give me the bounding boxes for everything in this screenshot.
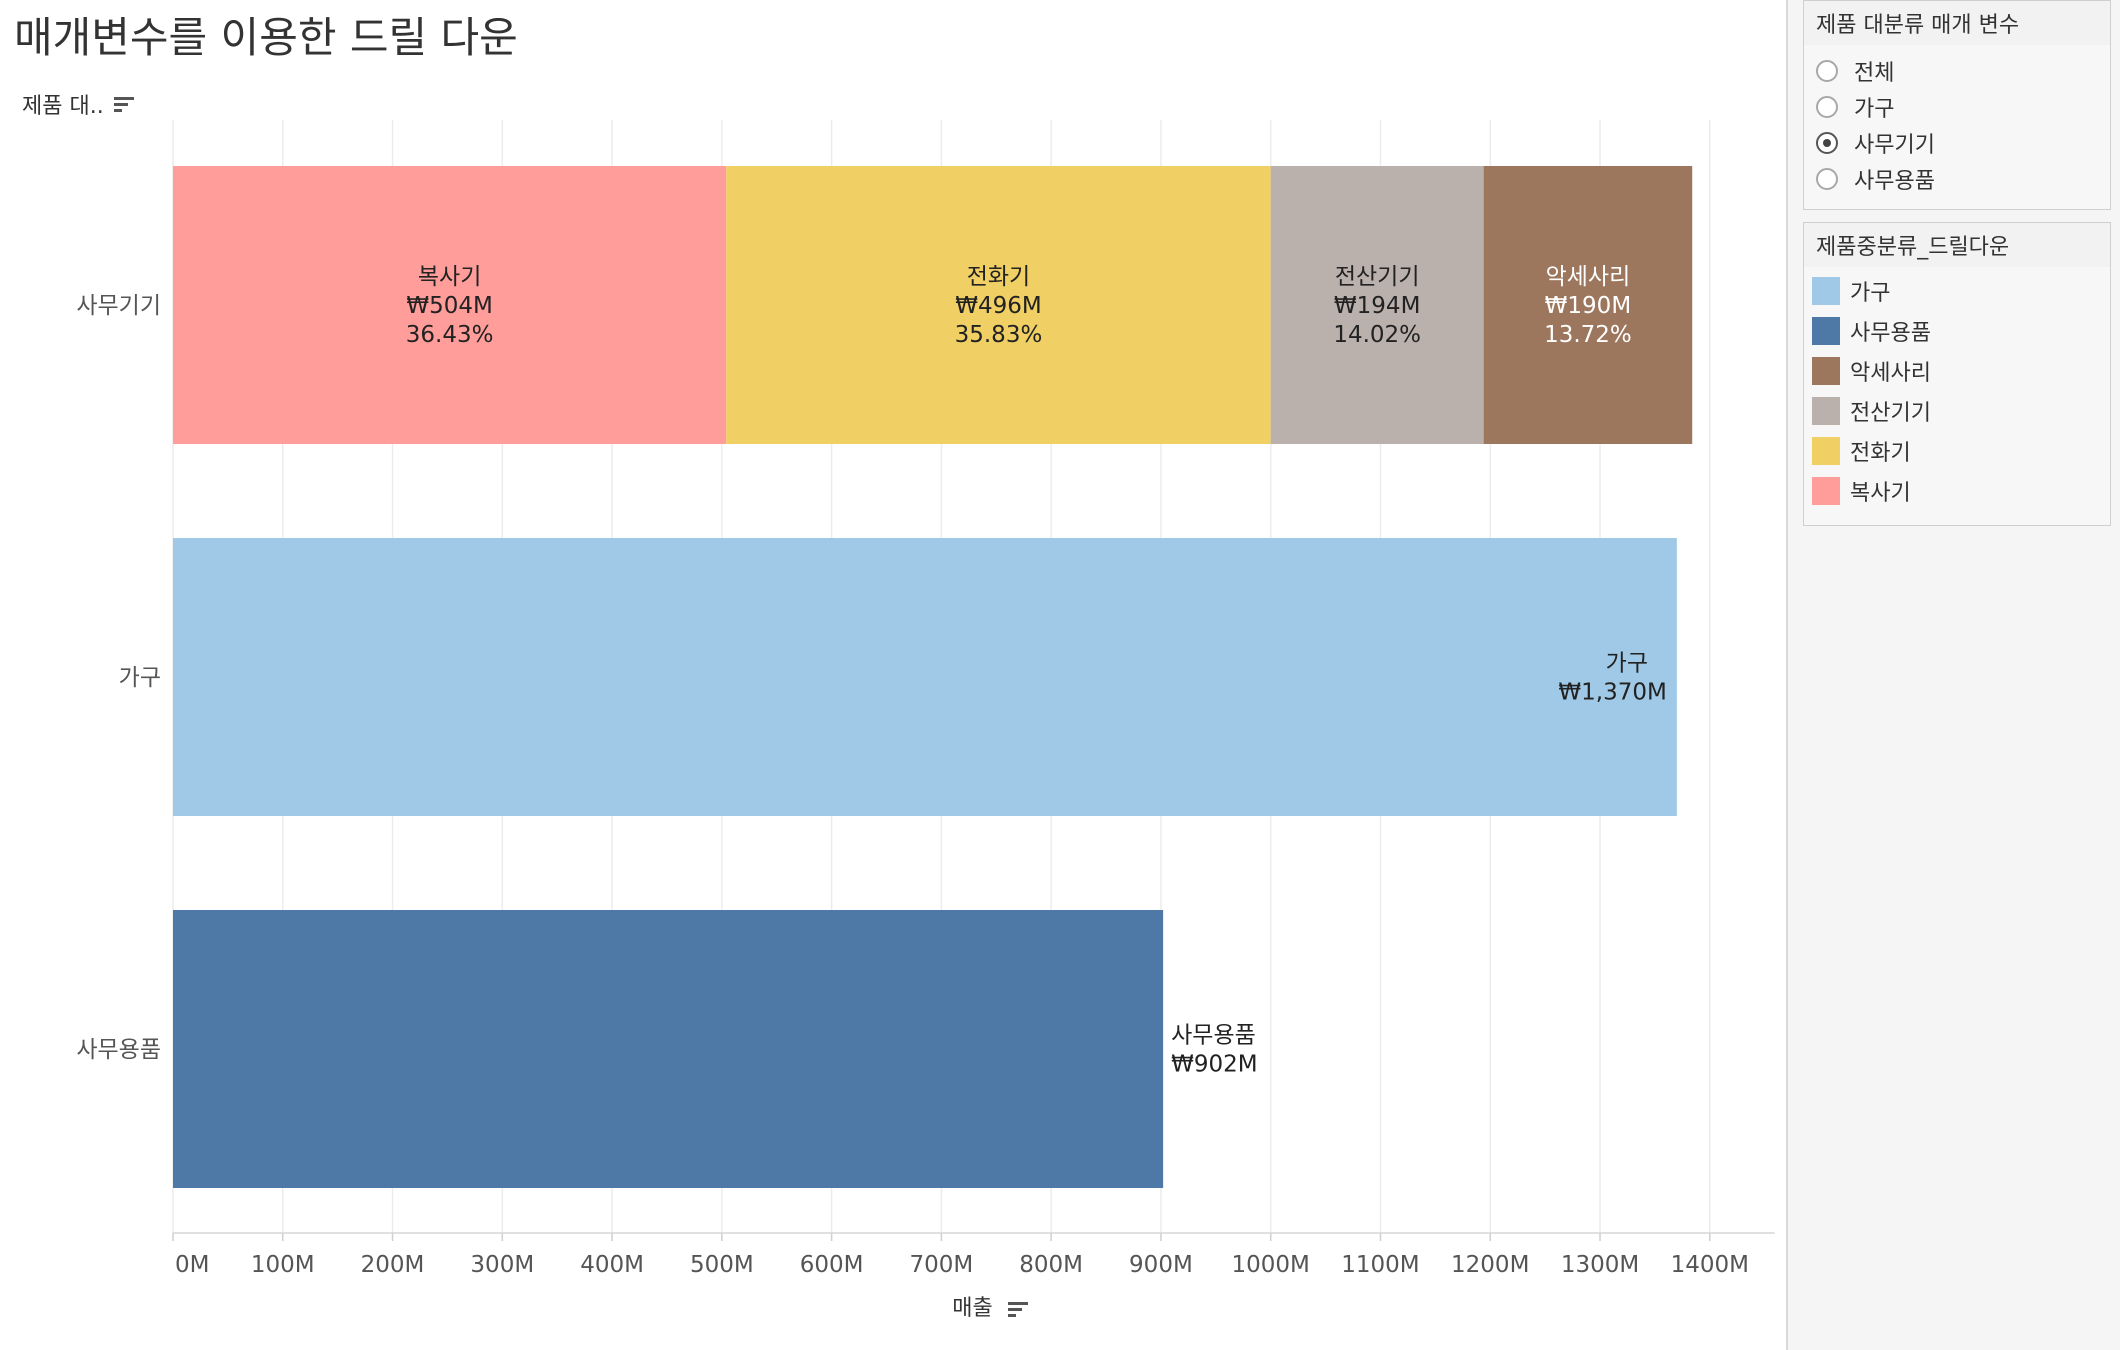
x-tick-label: 300M (470, 1252, 534, 1278)
bar-segment (726, 166, 1271, 444)
bar-chart: 0M 100M 200M 300M 400M 500M 600M 700M 800M 900M 10… (76, 120, 1775, 1278)
radio-selected-icon[interactable] (1816, 132, 1838, 154)
x-tick-label: 1300M (1561, 1252, 1639, 1278)
x-tick-label: 400M (580, 1252, 644, 1278)
legend-item[interactable]: 전산기기 (1804, 391, 2110, 431)
radio-option-furniture[interactable]: 가구 (1804, 89, 2110, 125)
x-tick-label: 800M (1019, 1252, 1083, 1278)
radio-icon[interactable] (1816, 60, 1838, 82)
radio-option-office-machines[interactable]: 사무기기 (1804, 125, 2110, 161)
data-label: ₩194M (1334, 293, 1421, 319)
legend-swatch (1812, 437, 1840, 465)
radio-label: 사무기기 (1854, 133, 1935, 158)
bar-segment (173, 910, 1164, 1188)
x-tick-label: 1400M (1671, 1252, 1749, 1278)
data-label: 복사기 (418, 264, 481, 290)
x-axis-title-wrap: 매출 (0, 1290, 1980, 1322)
x-tick-label: 1000M (1232, 1252, 1310, 1278)
y-axis-header[interactable]: 제품 대.. (22, 88, 134, 120)
x-tick-label: 1200M (1451, 1252, 1529, 1278)
radio-label: 사무용품 (1854, 169, 1935, 194)
side-panel: 제품 대분류 매개 변수 전체 가구 사무기기 사무용품 제품중분류_드릴다운 … (1786, 0, 2120, 1350)
legend-label: 전화기 (1850, 441, 1911, 466)
x-tick-label: 200M (361, 1252, 425, 1278)
bar-segment (173, 538, 1677, 816)
data-label: ₩1,370M (1558, 680, 1666, 706)
radio-icon[interactable] (1816, 168, 1838, 190)
legend-item[interactable]: 가구 (1804, 271, 2110, 311)
bar-segment (1483, 166, 1693, 444)
parameter-title: 제품 대분류 매개 변수 (1804, 1, 2110, 45)
legend-item[interactable]: 복사기 (1804, 471, 2110, 511)
data-label: 전산기기 (1335, 264, 1420, 290)
x-tick-label: 0M (175, 1252, 209, 1278)
legend-swatch (1812, 477, 1840, 505)
radio-label: 전체 (1854, 61, 1895, 86)
legend-label: 악세사리 (1850, 361, 1931, 386)
sort-icon[interactable] (113, 96, 134, 112)
legend-swatch (1812, 277, 1840, 305)
x-tick-label: 500M (690, 1252, 754, 1278)
radio-option-all[interactable]: 전체 (1804, 53, 2110, 89)
x-tick-label: 700M (910, 1252, 974, 1278)
data-label: ₩190M (1545, 293, 1632, 319)
data-label: 35.83% (955, 322, 1043, 348)
y-category-label: 사무용품 (76, 1037, 161, 1063)
page-title: 매개변수를 이용한 드릴 다운 (14, 13, 518, 62)
y-category-label: 가구 (119, 665, 161, 691)
legend-swatch (1812, 317, 1840, 345)
x-tick-label: 1100M (1341, 1252, 1419, 1278)
x-tick-label: 600M (800, 1252, 864, 1278)
parameter-panel: 제품 대분류 매개 변수 전체 가구 사무기기 사무용품 (1803, 0, 2111, 210)
legend-label: 가구 (1850, 281, 1891, 306)
data-label: 36.43% (406, 322, 494, 348)
legend-panel: 제품중분류_드릴다운 가구 사무용품 악세사리 전산기기 전화기 복사기 (1803, 222, 2111, 526)
x-tick-label: 900M (1129, 1252, 1193, 1278)
legend-title: 제품중분류_드릴다운 (1804, 223, 2110, 267)
data-label: ₩902M (1171, 1052, 1258, 1078)
x-sort-icon[interactable] (1007, 1301, 1028, 1317)
radio-option-office-supplies[interactable]: 사무용품 (1804, 161, 2110, 197)
legend-item[interactable]: 악세사리 (1804, 351, 2110, 391)
legend-label: 사무용품 (1850, 321, 1931, 346)
bar-segment (1270, 166, 1484, 444)
x-axis-title: 매출 (952, 1296, 993, 1321)
data-label: ₩496M (955, 293, 1042, 319)
data-label: 전화기 (967, 264, 1030, 290)
data-label: 악세사리 (1546, 264, 1631, 290)
y-axis-header-label: 제품 대.. (22, 94, 104, 119)
bar-segment (173, 166, 727, 444)
data-label: 13.72% (1544, 322, 1632, 348)
x-tick-label: 100M (251, 1252, 315, 1278)
legend-item[interactable]: 전화기 (1804, 431, 2110, 471)
data-label: 가구 (1606, 651, 1648, 677)
radio-label: 가구 (1854, 97, 1895, 122)
data-label: ₩504M (406, 293, 493, 319)
data-label: 사무용품 (1171, 1023, 1256, 1049)
data-label: 14.02% (1333, 322, 1421, 348)
legend-swatch (1812, 357, 1840, 385)
radio-icon[interactable] (1816, 96, 1838, 118)
legend-label: 전산기기 (1850, 401, 1931, 426)
legend-label: 복사기 (1850, 481, 1911, 506)
legend-swatch (1812, 397, 1840, 425)
legend-item[interactable]: 사무용품 (1804, 311, 2110, 351)
y-category-label: 사무기기 (76, 293, 161, 319)
